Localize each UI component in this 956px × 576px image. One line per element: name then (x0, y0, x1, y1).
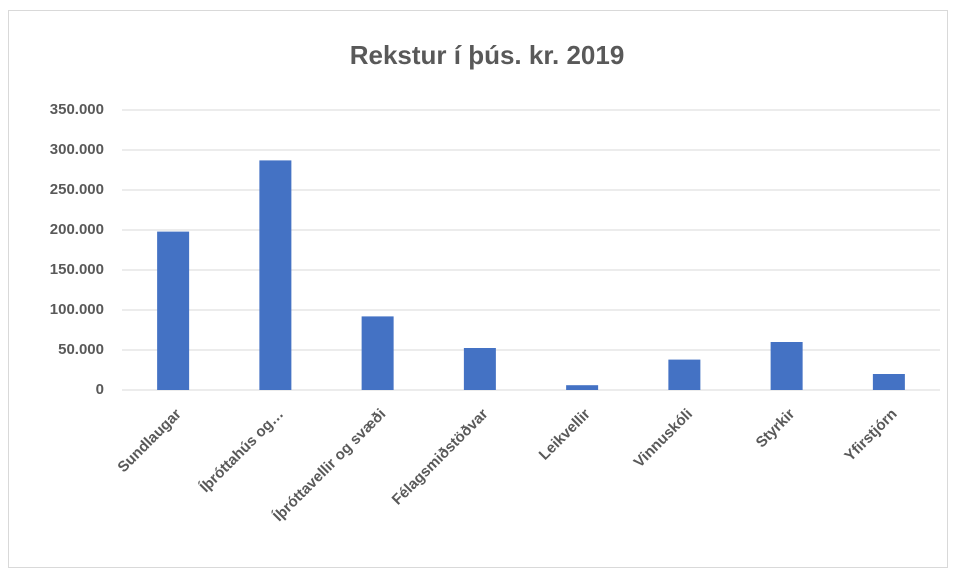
y-tick-label: 250.000 (50, 181, 104, 198)
y-tick-label: 350.000 (50, 101, 104, 118)
bar (668, 359, 701, 390)
bar (361, 316, 394, 390)
bar (872, 374, 905, 390)
bar (259, 160, 292, 390)
y-tick-label: 200.000 (50, 221, 104, 238)
y-tick-label: 150.000 (50, 261, 104, 278)
y-tick-label: 300.000 (50, 141, 104, 158)
y-tick-label: 100.000 (50, 301, 104, 318)
chart-frame (8, 10, 948, 568)
y-tick-label: 50.000 (58, 341, 104, 358)
bar (566, 385, 599, 390)
bar (157, 231, 190, 390)
y-tick-label: 0 (96, 381, 104, 398)
bar (770, 342, 803, 390)
chart-title: Rekstur í þús. kr. 2019 (350, 40, 625, 70)
bar (463, 348, 496, 390)
